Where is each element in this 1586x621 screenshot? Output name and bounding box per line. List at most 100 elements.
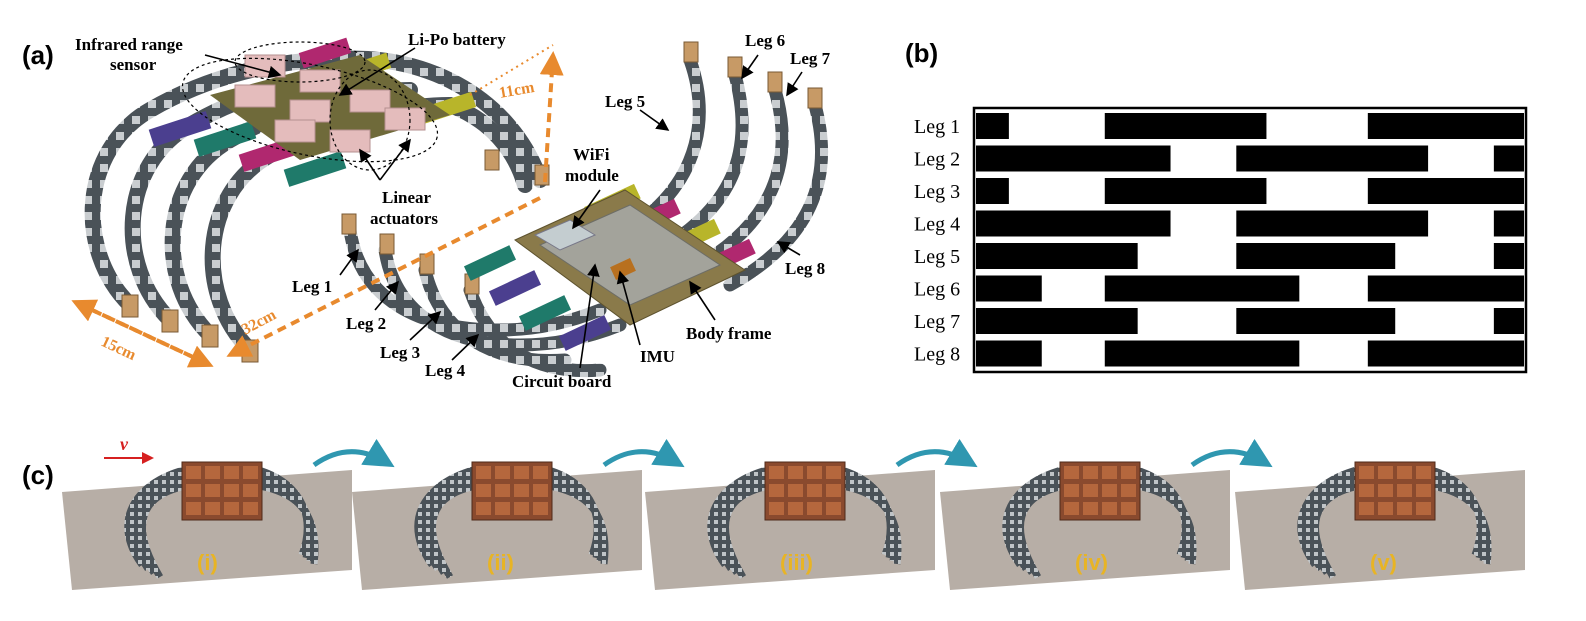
stance-bar bbox=[1104, 340, 1300, 367]
stance-bar bbox=[1367, 178, 1524, 204]
sequence-frame: (ii) bbox=[352, 461, 642, 590]
stance-bar bbox=[976, 178, 1009, 204]
gait-row-label: Leg 5 bbox=[914, 246, 960, 268]
battery-block bbox=[495, 484, 510, 497]
battery-block bbox=[788, 484, 803, 497]
dim-height-label: 11cm bbox=[498, 79, 537, 102]
component-highlight-ellipses bbox=[181, 41, 439, 171]
battery-block bbox=[476, 502, 491, 515]
battery-block bbox=[186, 484, 201, 497]
battery-block bbox=[514, 466, 529, 479]
battery-block bbox=[769, 466, 784, 479]
dim-width-label: 15cm bbox=[98, 333, 139, 364]
battery-block bbox=[1064, 484, 1079, 497]
battery-block bbox=[1416, 466, 1431, 479]
battery-block bbox=[186, 502, 201, 515]
stance-bar bbox=[1493, 243, 1524, 269]
dim-length-label: 32cm bbox=[239, 306, 280, 338]
stage-label: (v) bbox=[1370, 550, 1397, 575]
label-leg5: Leg 5 bbox=[605, 92, 645, 111]
stance-bar bbox=[1367, 113, 1524, 139]
gait-row-label: Leg 3 bbox=[914, 181, 960, 203]
battery-block bbox=[1378, 502, 1393, 515]
battery-block bbox=[1102, 502, 1117, 515]
battery-block bbox=[1064, 502, 1079, 515]
label-linear-line1: Linear bbox=[382, 188, 432, 207]
stance-bar bbox=[976, 113, 1009, 139]
label-infrared-line2: sensor bbox=[110, 55, 157, 74]
stance-bar bbox=[1104, 178, 1267, 204]
battery-block bbox=[243, 466, 258, 479]
battery-block bbox=[243, 502, 258, 515]
label-leg7: Leg 7 bbox=[790, 49, 831, 68]
battery-block bbox=[224, 502, 239, 515]
label-body-frame: Body frame bbox=[686, 324, 772, 343]
label-wifi-line2: module bbox=[565, 166, 619, 185]
transition-arrow bbox=[1190, 438, 1273, 468]
battery-block bbox=[514, 484, 529, 497]
transition-arrow bbox=[895, 438, 978, 468]
battery-block bbox=[243, 484, 258, 497]
battery-block bbox=[1083, 502, 1098, 515]
gait-diagram: Leg 1 Leg 2 Leg 3 Leg 4 Leg 5 Leg 6 Leg 7 Leg 8 bbox=[914, 106, 1528, 374]
battery-block bbox=[205, 484, 220, 497]
label-leg6: Leg 6 bbox=[745, 31, 785, 50]
stance-bar bbox=[1367, 340, 1524, 367]
battery-block bbox=[205, 466, 220, 479]
stance-bar bbox=[1236, 145, 1429, 172]
gait-row-label: Leg 8 bbox=[914, 344, 960, 366]
battery-block bbox=[826, 502, 841, 515]
battery-block bbox=[807, 484, 822, 497]
battery-block bbox=[1102, 466, 1117, 479]
battery-block bbox=[807, 502, 822, 515]
battery-block bbox=[1121, 502, 1136, 515]
stance-bar bbox=[1236, 308, 1396, 334]
stance-bar bbox=[1493, 145, 1524, 172]
stance-bar bbox=[976, 340, 1042, 367]
battery-block bbox=[533, 484, 548, 497]
panel-label-c: (c) bbox=[22, 460, 54, 490]
gait-row-label: Leg 2 bbox=[914, 149, 960, 171]
stance-bar bbox=[976, 243, 1138, 269]
battery-block bbox=[514, 502, 529, 515]
transition-arrow bbox=[602, 438, 685, 468]
gait-row-label: Leg 4 bbox=[914, 214, 960, 236]
stance-bar bbox=[1104, 275, 1300, 302]
dimension-dotted-top bbox=[469, 44, 554, 96]
stage-label: (ii) bbox=[487, 550, 514, 575]
battery-block bbox=[1397, 484, 1412, 497]
battery-block bbox=[205, 502, 220, 515]
stage-label: (i) bbox=[197, 550, 218, 575]
left-batteries bbox=[234, 54, 426, 153]
label-linear-line2: actuators bbox=[370, 209, 438, 228]
battery-block bbox=[826, 484, 841, 497]
battery-block bbox=[826, 466, 841, 479]
battery-block bbox=[533, 502, 548, 515]
label-infrared-line1: Infrared range bbox=[75, 35, 183, 54]
battery-block bbox=[495, 502, 510, 515]
battery-block bbox=[1378, 484, 1393, 497]
label-leg2: Leg 2 bbox=[346, 314, 386, 333]
battery-block bbox=[186, 466, 201, 479]
sequence-frame: (i) bbox=[62, 461, 352, 590]
gait-row-label: Leg 1 bbox=[914, 116, 960, 138]
battery-block bbox=[769, 502, 784, 515]
panel-label-a: (a) bbox=[22, 40, 54, 70]
stance-bar bbox=[1236, 243, 1396, 269]
label-wifi-line1: WiFi bbox=[573, 145, 610, 164]
stance-bar bbox=[976, 210, 1171, 237]
stance-bar bbox=[1367, 275, 1524, 302]
leader-lines bbox=[204, 47, 803, 369]
stance-bar bbox=[1104, 113, 1267, 139]
label-imu: IMU bbox=[640, 347, 675, 366]
battery-block bbox=[1064, 466, 1079, 479]
sequence-frame: (iii) bbox=[645, 461, 935, 590]
stance-bar bbox=[1236, 210, 1429, 237]
battery-block bbox=[1083, 484, 1098, 497]
gait-row-label: Leg 7 bbox=[914, 311, 960, 333]
panel-label-b: (b) bbox=[905, 38, 939, 68]
battery-block bbox=[807, 466, 822, 479]
locomotion-sequence: v (i) (ii) (iii) (iv) (v) bbox=[62, 434, 1525, 590]
battery-block bbox=[1121, 484, 1136, 497]
stance-bar bbox=[976, 145, 1171, 172]
